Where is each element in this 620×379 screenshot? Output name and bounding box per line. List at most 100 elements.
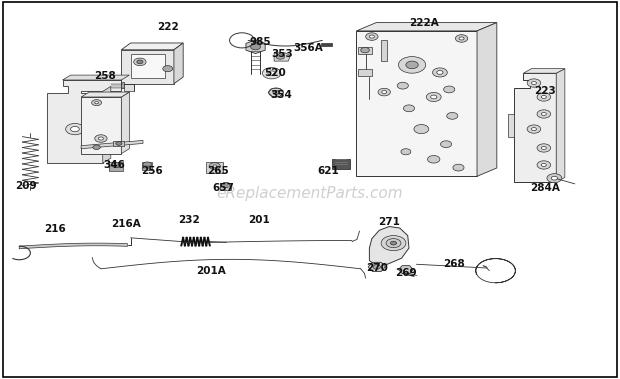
Polygon shape <box>356 23 497 31</box>
Polygon shape <box>103 86 111 163</box>
Circle shape <box>541 113 546 116</box>
Circle shape <box>541 146 546 149</box>
Circle shape <box>116 141 122 145</box>
Circle shape <box>143 162 152 167</box>
Polygon shape <box>174 43 183 84</box>
Polygon shape <box>122 92 130 153</box>
Circle shape <box>134 58 146 66</box>
Circle shape <box>455 35 467 42</box>
Text: eReplacementParts.com: eReplacementParts.com <box>216 186 404 201</box>
Circle shape <box>378 88 391 96</box>
Polygon shape <box>508 114 514 137</box>
Text: 269: 269 <box>395 268 417 277</box>
Text: 346: 346 <box>103 160 125 170</box>
Text: 222A: 222A <box>410 18 440 28</box>
Circle shape <box>537 161 551 169</box>
Circle shape <box>541 96 546 99</box>
Text: 216: 216 <box>44 224 66 234</box>
Circle shape <box>444 86 454 93</box>
Circle shape <box>547 174 562 183</box>
Circle shape <box>95 102 99 104</box>
Text: 284A: 284A <box>530 183 560 193</box>
Polygon shape <box>356 31 477 176</box>
Circle shape <box>527 79 541 87</box>
Circle shape <box>427 92 441 102</box>
Polygon shape <box>220 183 231 190</box>
Text: 520: 520 <box>264 68 286 78</box>
Circle shape <box>366 33 378 40</box>
Polygon shape <box>332 159 350 169</box>
Text: 201A: 201A <box>196 266 226 276</box>
Circle shape <box>551 176 557 180</box>
Circle shape <box>428 155 440 163</box>
Text: 270: 270 <box>366 263 388 273</box>
Polygon shape <box>131 54 165 78</box>
Circle shape <box>441 141 451 147</box>
Polygon shape <box>142 162 153 170</box>
Circle shape <box>66 124 84 135</box>
Text: 265: 265 <box>208 166 229 176</box>
Circle shape <box>273 91 279 94</box>
Circle shape <box>453 164 464 171</box>
Circle shape <box>437 70 443 74</box>
Circle shape <box>268 88 283 97</box>
Circle shape <box>459 37 464 40</box>
Circle shape <box>99 137 104 140</box>
Polygon shape <box>113 141 125 146</box>
Circle shape <box>382 91 387 94</box>
Text: 222: 222 <box>157 22 179 32</box>
Circle shape <box>537 144 551 152</box>
Text: 223: 223 <box>534 86 556 96</box>
Circle shape <box>386 239 401 247</box>
Polygon shape <box>399 266 414 274</box>
Circle shape <box>93 145 100 149</box>
Circle shape <box>112 162 121 168</box>
Text: 985: 985 <box>250 37 272 47</box>
Polygon shape <box>246 40 265 53</box>
Text: 271: 271 <box>378 216 400 227</box>
Circle shape <box>391 241 397 245</box>
Polygon shape <box>111 82 125 88</box>
Circle shape <box>433 68 448 77</box>
Text: 657: 657 <box>213 183 234 193</box>
Text: 209: 209 <box>15 182 36 191</box>
Polygon shape <box>523 69 565 73</box>
Circle shape <box>527 125 541 133</box>
Circle shape <box>90 111 100 117</box>
Circle shape <box>404 105 415 112</box>
Circle shape <box>71 127 79 132</box>
Circle shape <box>414 125 429 134</box>
Circle shape <box>381 236 406 251</box>
Polygon shape <box>321 43 332 46</box>
Circle shape <box>361 47 370 53</box>
Circle shape <box>213 165 216 167</box>
Text: 256: 256 <box>141 166 163 176</box>
Text: 232: 232 <box>179 215 200 225</box>
Circle shape <box>163 66 172 72</box>
Polygon shape <box>206 162 223 172</box>
Polygon shape <box>109 162 123 171</box>
Circle shape <box>93 113 97 115</box>
Text: 268: 268 <box>443 259 464 269</box>
Text: 621: 621 <box>317 166 339 176</box>
Polygon shape <box>81 140 143 149</box>
Circle shape <box>95 135 107 142</box>
Circle shape <box>370 35 374 38</box>
Polygon shape <box>514 73 556 182</box>
Polygon shape <box>370 227 409 265</box>
Circle shape <box>250 44 260 50</box>
Polygon shape <box>47 80 122 163</box>
Circle shape <box>221 182 230 188</box>
Circle shape <box>406 61 419 69</box>
Circle shape <box>537 93 551 101</box>
Circle shape <box>373 265 381 269</box>
Circle shape <box>92 100 102 106</box>
Text: 201: 201 <box>249 215 270 225</box>
Circle shape <box>431 95 437 99</box>
Circle shape <box>531 128 536 131</box>
Circle shape <box>399 56 426 73</box>
Circle shape <box>401 149 411 155</box>
Polygon shape <box>368 262 386 271</box>
Circle shape <box>447 113 458 119</box>
Circle shape <box>209 163 220 169</box>
